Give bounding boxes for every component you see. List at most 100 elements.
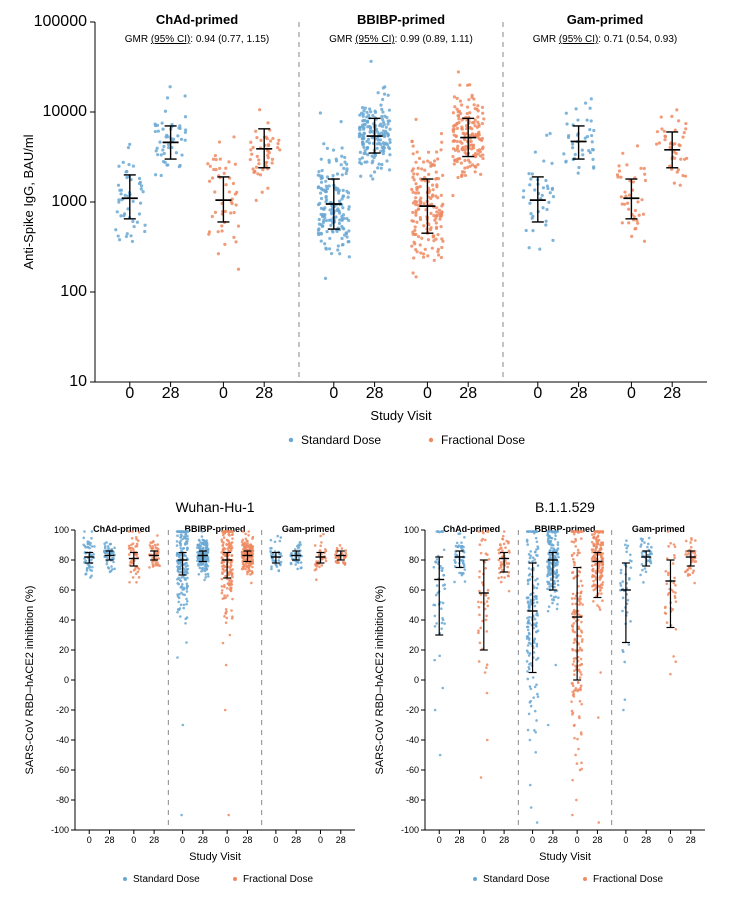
data-point: [371, 114, 374, 117]
data-point: [565, 122, 568, 125]
data-point: [422, 202, 425, 205]
data-point: [579, 700, 582, 703]
data-point: [317, 185, 320, 188]
data-point: [86, 567, 89, 570]
data-point: [536, 601, 539, 604]
data-point: [530, 687, 533, 690]
data-point: [436, 196, 439, 199]
data-point: [142, 190, 145, 193]
data-point: [535, 537, 538, 540]
data-point: [382, 141, 385, 144]
data-point: [269, 139, 272, 142]
xtick-label: 28: [336, 835, 346, 845]
data-point: [117, 165, 120, 168]
data-point: [320, 197, 323, 200]
data-point: [206, 162, 209, 165]
bottom-title: B.1.1.529: [535, 499, 595, 515]
data-point: [175, 151, 178, 154]
data-point: [625, 539, 628, 542]
data-point: [221, 530, 224, 533]
data-point: [204, 570, 207, 573]
data-point: [464, 580, 467, 583]
data-point: [242, 563, 245, 566]
data-point: [373, 170, 376, 173]
data-point: [595, 576, 598, 579]
data-point: [468, 126, 471, 129]
data-point: [668, 146, 671, 149]
data-point: [247, 530, 250, 533]
data-point: [186, 600, 189, 603]
data-point: [453, 581, 456, 584]
data-point: [132, 576, 135, 579]
data-point: [181, 583, 184, 586]
data-point: [223, 584, 226, 587]
data-point: [342, 194, 345, 197]
xtick-label: 28: [105, 835, 115, 845]
data-point: [479, 641, 482, 644]
ytick-label: -20: [406, 705, 419, 715]
data-point: [674, 591, 677, 594]
data-point: [181, 588, 184, 591]
data-point: [673, 577, 676, 580]
data-point: [231, 554, 234, 557]
data-point: [501, 549, 504, 552]
legend-standard: Standard Dose: [301, 433, 381, 447]
ytick-label: 60: [59, 585, 69, 595]
data-point: [481, 153, 484, 156]
data-point: [550, 579, 553, 582]
data-point: [151, 548, 154, 551]
data-point: [628, 194, 631, 197]
data-point: [278, 553, 281, 556]
data-point: [527, 644, 530, 647]
data-point: [650, 546, 653, 549]
data-point: [629, 553, 632, 556]
data-point: [222, 548, 225, 551]
legend-standard: Standard Dose: [483, 874, 550, 885]
data-point: [362, 143, 365, 146]
data-point: [688, 574, 691, 577]
data-point: [419, 243, 422, 246]
data-point: [441, 174, 444, 177]
data-point: [435, 622, 438, 625]
data-point: [299, 541, 302, 544]
data-point: [574, 539, 577, 542]
xtick-label: 28: [242, 835, 252, 845]
data-point: [581, 584, 584, 587]
data-point: [220, 224, 223, 227]
data-point: [474, 165, 477, 168]
data-point: [507, 540, 510, 543]
data-point: [221, 544, 224, 547]
data-point: [204, 576, 207, 579]
data-point: [279, 540, 282, 543]
data-point: [257, 162, 260, 165]
panel-label: BBIBP-primed: [184, 524, 245, 534]
data-point: [641, 563, 644, 566]
data-point: [340, 225, 343, 228]
data-point: [388, 128, 391, 131]
data-point: [460, 541, 463, 544]
data-point: [317, 174, 320, 177]
data-point: [457, 117, 460, 120]
data-point: [574, 638, 577, 641]
data-point: [528, 637, 531, 640]
data-point: [184, 139, 187, 142]
data-point: [278, 570, 281, 573]
data-point: [383, 93, 386, 96]
data-point: [435, 221, 438, 224]
data-point: [130, 549, 133, 552]
data-point: [345, 172, 348, 175]
data-point: [441, 240, 444, 243]
data-point: [527, 172, 530, 175]
data-point: [626, 202, 629, 205]
data-point: [537, 695, 540, 698]
top-chart: 10100100010000100000Anti-Spike IgG, BAU/…: [21, 12, 707, 447]
data-point: [186, 582, 189, 585]
data-point: [183, 603, 186, 606]
data-point: [647, 543, 650, 546]
data-point: [453, 139, 456, 142]
data-point: [435, 185, 438, 188]
data-point: [639, 545, 642, 548]
data-point: [599, 548, 602, 551]
data-point: [161, 121, 164, 124]
data-point: [529, 530, 532, 533]
